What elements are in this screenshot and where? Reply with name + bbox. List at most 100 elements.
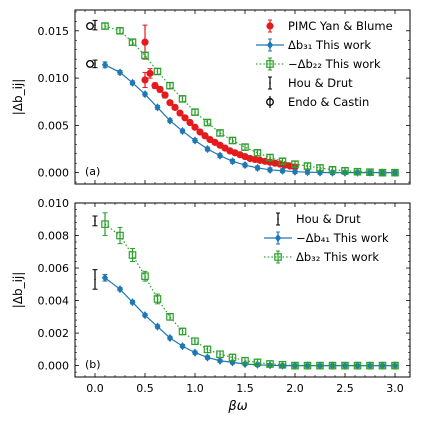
data-point xyxy=(216,356,224,365)
legend: PIMC Yan & Blume Δb₃₁ This work −Δb₂₂ This… xyxy=(256,19,393,109)
series-3 xyxy=(92,19,98,69)
data-point xyxy=(291,160,299,168)
data-point xyxy=(353,167,362,176)
series-0 xyxy=(141,24,299,171)
data-point xyxy=(94,220,96,222)
data-point xyxy=(241,160,249,170)
data-point xyxy=(304,168,311,177)
data-point xyxy=(254,163,261,173)
legend-label: PIMC Yan & Blume xyxy=(288,19,393,33)
data-point xyxy=(191,123,199,131)
data-point xyxy=(94,278,96,281)
y-tick-label: 0.006 xyxy=(38,262,70,275)
legend-label: −Δb₄₁ This work xyxy=(296,231,389,245)
data-point xyxy=(86,59,94,68)
data-point xyxy=(141,38,149,46)
data-point xyxy=(328,361,337,370)
data-point xyxy=(316,361,324,370)
x-tick-label: 0.0 xyxy=(86,382,104,395)
panel-label: (a) xyxy=(85,165,100,178)
data-point xyxy=(266,165,274,174)
y-tick-label: 0.004 xyxy=(38,295,70,308)
data-point xyxy=(341,361,349,370)
data-point xyxy=(266,360,274,368)
panel-a: 0.000 0.005 0.010 0.015 |Δb_ij| (a) PIMC Yan &… xyxy=(11,9,411,185)
data-point xyxy=(101,22,109,30)
data-point xyxy=(178,95,187,103)
y-axis-label: |Δb_ij| xyxy=(11,272,25,309)
data-point xyxy=(161,91,169,99)
data-point xyxy=(141,311,149,320)
data-point xyxy=(94,24,96,26)
legend-marker xyxy=(274,233,282,243)
data-point xyxy=(151,82,159,90)
data-point xyxy=(378,361,387,370)
data-point xyxy=(141,90,149,99)
x-tick-label: 1.5 xyxy=(236,382,254,395)
data-point xyxy=(196,128,204,136)
series-0 xyxy=(92,215,98,290)
legend-marker xyxy=(274,253,282,261)
data-point xyxy=(391,168,399,177)
data-point xyxy=(116,27,124,35)
data-point xyxy=(341,166,349,175)
data-point xyxy=(129,78,136,87)
x-tick-label: 2.0 xyxy=(286,382,304,395)
data-point xyxy=(86,22,94,31)
legend-label: Δb₃₁ This work xyxy=(288,38,371,52)
data-point xyxy=(303,361,312,370)
data-point xyxy=(253,148,262,157)
x-tick-label: 2.5 xyxy=(336,382,354,395)
data-point xyxy=(141,51,149,60)
data-point xyxy=(154,103,161,112)
series-4 xyxy=(86,22,94,68)
legend-label: −Δb₂₂ This work xyxy=(288,57,381,71)
data-point xyxy=(171,103,179,112)
data-point xyxy=(101,220,109,228)
data-point xyxy=(291,361,299,370)
data-point xyxy=(101,60,109,69)
x-axis-label: βω xyxy=(227,399,247,414)
data-point xyxy=(241,143,249,151)
plot-frame xyxy=(74,202,411,378)
data-point xyxy=(178,327,187,336)
data-point xyxy=(156,85,164,94)
data-point xyxy=(166,81,174,90)
data-point xyxy=(116,231,124,240)
data-point xyxy=(191,136,199,145)
data-point xyxy=(191,108,199,116)
data-point xyxy=(366,168,374,176)
legend-marker xyxy=(266,40,274,50)
data-point xyxy=(228,136,237,145)
data-point xyxy=(153,295,162,303)
data-point xyxy=(291,167,299,176)
y-tick-label: 0.005 xyxy=(38,119,70,132)
data-point xyxy=(166,116,174,125)
x-tick-label: 3.0 xyxy=(386,382,404,395)
data-point xyxy=(204,353,211,362)
data-point xyxy=(191,337,199,346)
y-tick-label: 0.010 xyxy=(38,72,70,85)
data-point xyxy=(391,361,399,370)
y-tick-label: 0.000 xyxy=(38,167,70,180)
series-2 xyxy=(101,22,399,177)
data-point xyxy=(116,285,124,294)
y-tick-label: 0.000 xyxy=(38,360,70,373)
legend-label: Hou & Drut xyxy=(288,76,353,90)
data-point xyxy=(128,251,137,259)
y-tick-label: 0.008 xyxy=(38,230,70,243)
data-point xyxy=(166,99,174,107)
panel-label: (b) xyxy=(85,358,101,371)
data-point xyxy=(229,157,236,166)
data-point xyxy=(266,153,274,162)
y-axis-label: |Δb_ij| xyxy=(11,79,25,116)
data-point xyxy=(181,114,189,122)
data-point xyxy=(328,166,337,174)
legend-marker xyxy=(277,218,279,220)
data-point xyxy=(278,361,287,369)
data-point xyxy=(201,132,209,140)
legend-marker xyxy=(269,82,271,84)
legend: Hou & Drut −Δb₄₁ This work Δb₃₂ This work xyxy=(264,212,389,264)
data-point xyxy=(204,144,211,154)
data-point xyxy=(94,63,96,65)
